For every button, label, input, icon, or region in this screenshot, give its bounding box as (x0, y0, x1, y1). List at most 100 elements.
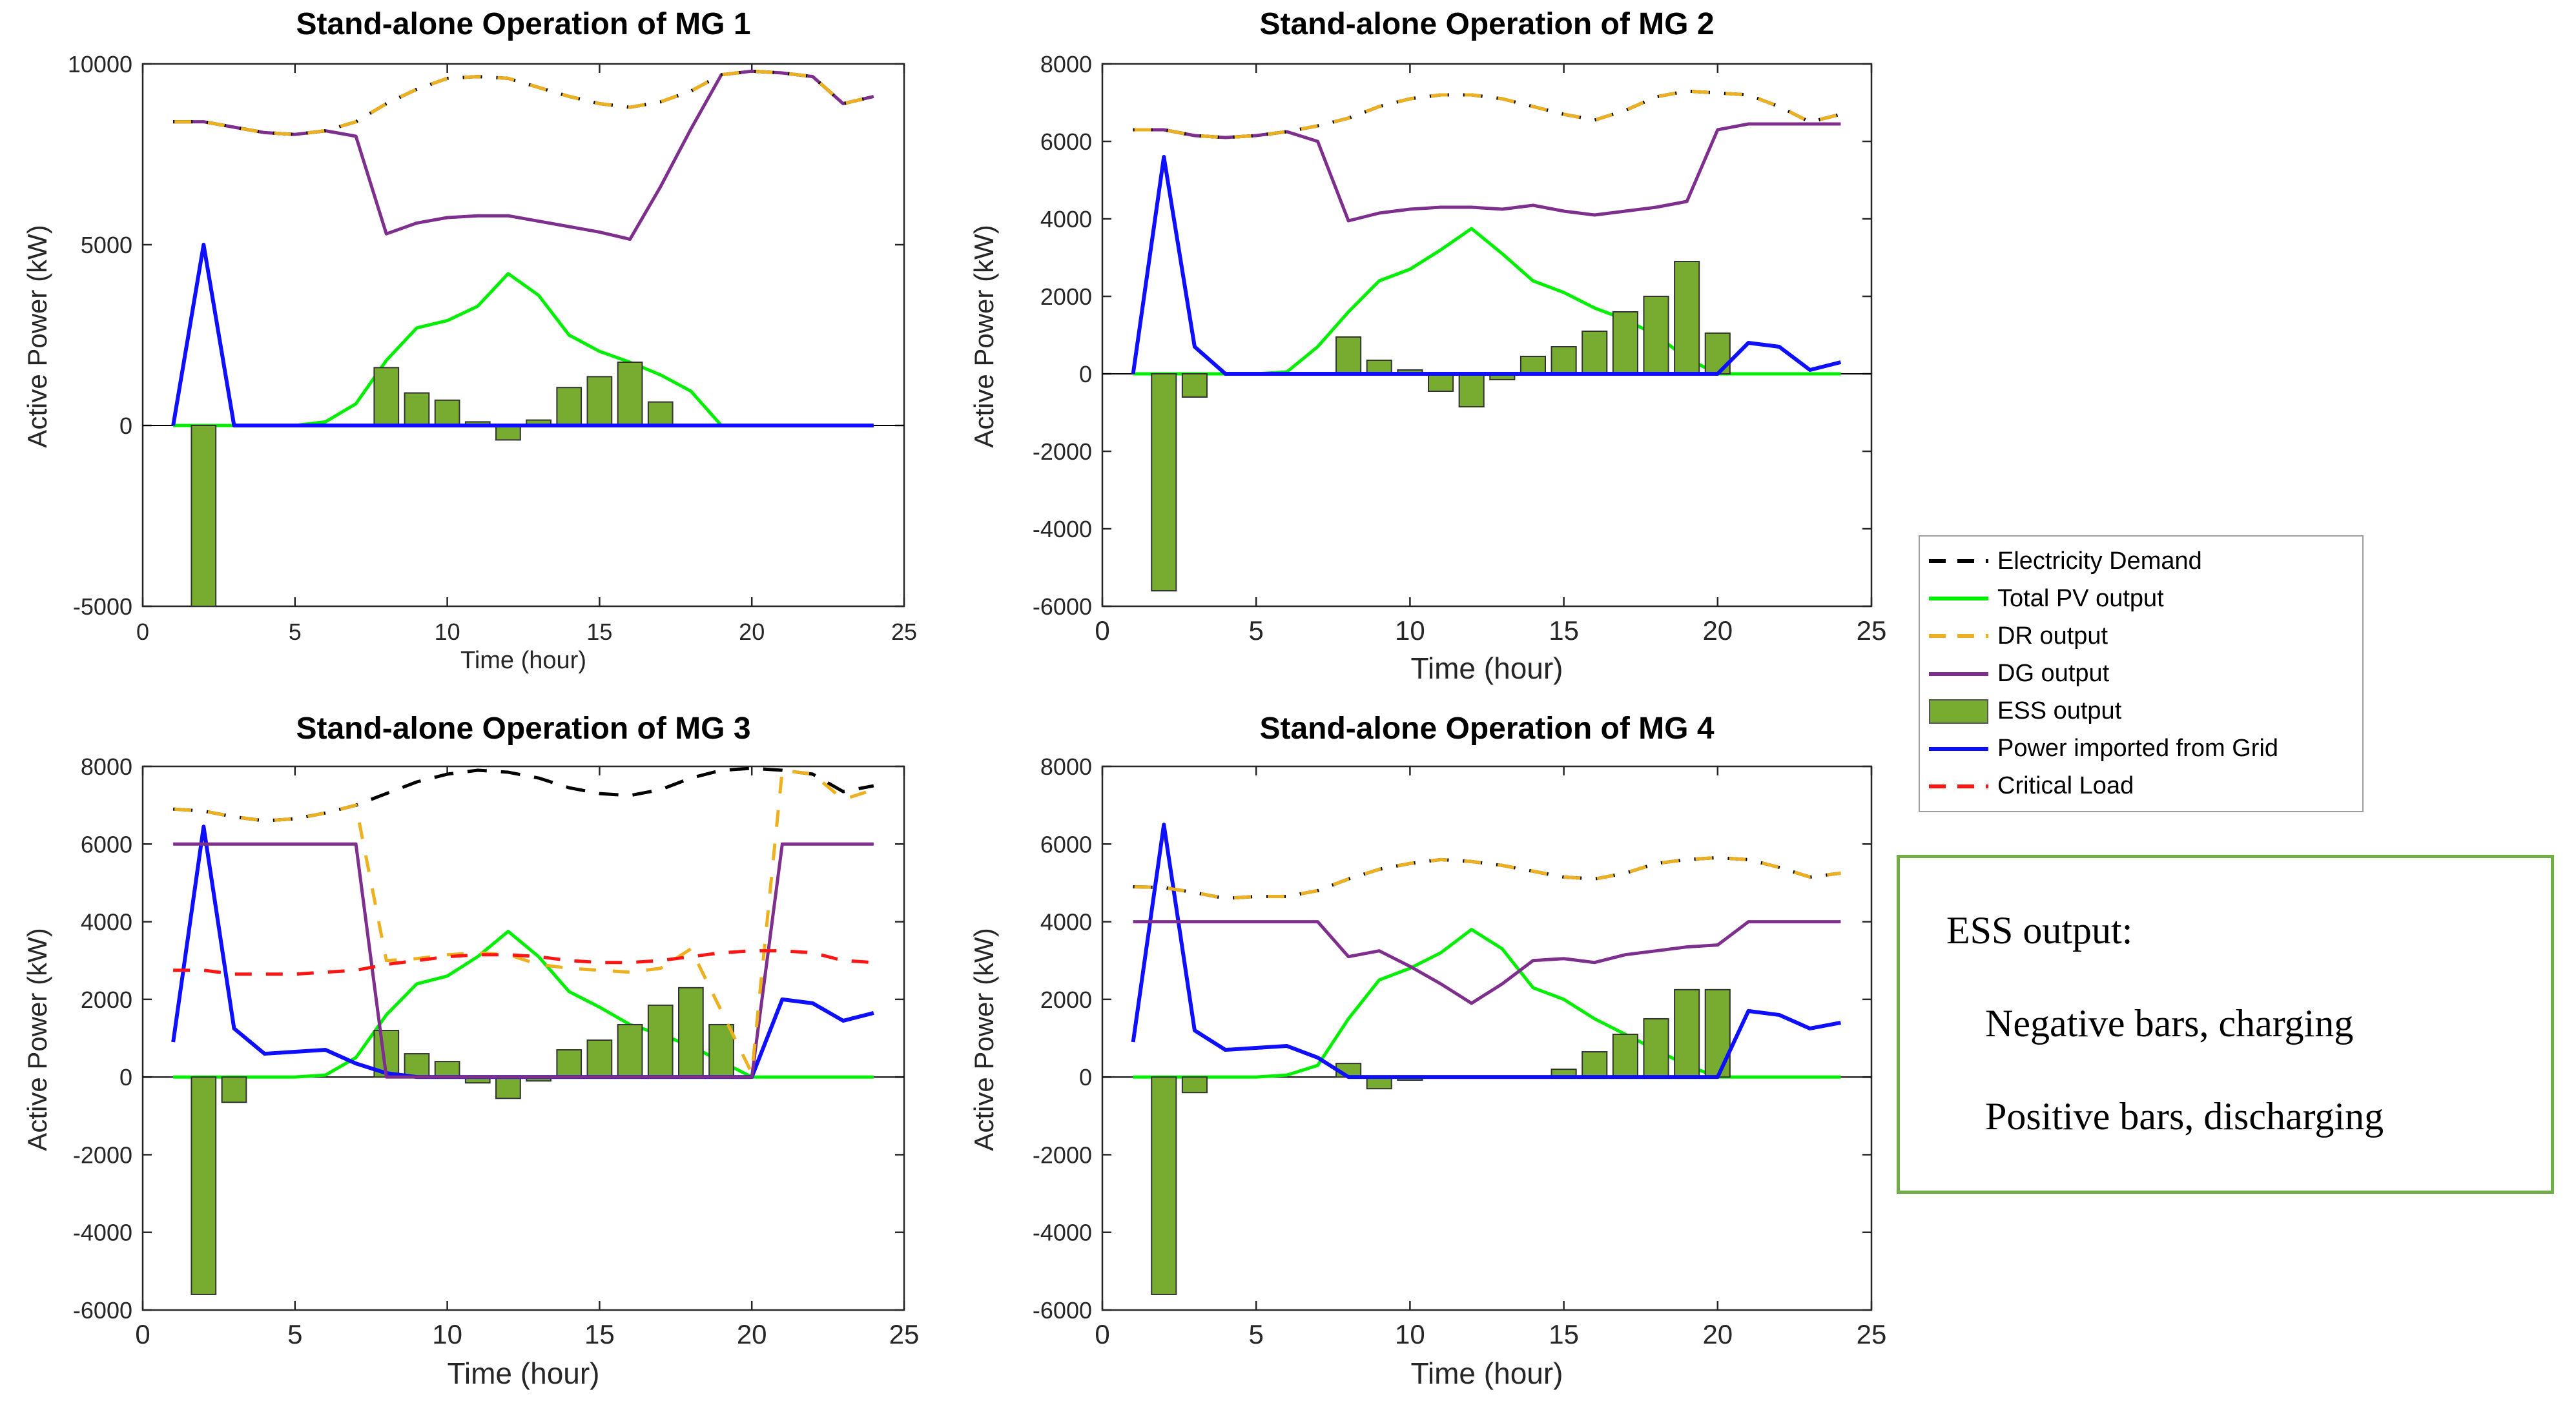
mg4-ess-bar-h16 (1582, 1051, 1608, 1078)
mg3-ess-bar-h14 (556, 1049, 582, 1078)
mg4-ytick-label: -4000 (1033, 1220, 1092, 1246)
mg1-xtick-label: 10 (435, 619, 460, 645)
mg4-demand-line (1133, 855, 1841, 900)
mg1-ytick-label: 10000 (68, 51, 132, 77)
mg2-xtick-label: 15 (1549, 615, 1579, 646)
mg4-ess-bar-h18 (1643, 1018, 1669, 1078)
mg4-ytick-label: 6000 (1040, 831, 1092, 857)
x-axis-label-mg4: Time (hour) (1410, 1357, 1563, 1390)
critical-legend-sample-icon (1929, 784, 1988, 788)
mg4-xtick-label: 10 (1395, 1319, 1425, 1349)
mg1-ess-bar-h9 (404, 392, 430, 426)
mg2-xtick-label: 25 (1857, 615, 1887, 646)
mg3-ess-bar-h18 (678, 987, 704, 1078)
legend-label-dg: DG output (1997, 660, 2110, 687)
legend-item-grid: Power imported from Grid (1929, 732, 2362, 766)
y-axis-label-mg1: Active Power (kW) (22, 225, 52, 448)
mg3-plot-box (141, 765, 905, 1311)
mg3-ytick-label: 2000 (81, 987, 132, 1013)
mg3-dr-line (173, 768, 874, 1075)
ess-note-box: ESS output: Negative bars, charging Posi… (1897, 855, 2554, 1194)
mg3-ytick-label: 6000 (81, 831, 132, 857)
mg4-ytick-label: 4000 (1040, 909, 1092, 936)
mg4-ytick-label: 2000 (1040, 987, 1092, 1013)
mg3-ess-bar-h2 (191, 1076, 217, 1295)
mg2-ess-bar-h19 (1674, 261, 1700, 374)
mg1-plot-box (141, 63, 905, 608)
chart-title-mg1: Stand-alone Operation of MG 1 (296, 7, 751, 41)
legend-label-demand: Electricity Demand (1997, 547, 2202, 575)
legend-item-critical: Critical Load (1929, 770, 2362, 803)
mg4-plot-box (1101, 765, 1873, 1311)
mg4-ess-bar-h3 (1181, 1076, 1208, 1094)
mg3-ytick-label: -2000 (73, 1142, 132, 1168)
mg4-xtick-label: 20 (1702, 1319, 1733, 1349)
chart-title-mg2: Stand-alone Operation of MG 2 (1259, 7, 1715, 41)
mg2-ess-bar-h9 (1366, 360, 1392, 374)
legend-label-dr: DR output (1997, 622, 2108, 650)
mg4-dg-line (1133, 920, 1841, 1005)
mg3-dg-line (173, 842, 874, 1079)
mg2-ess-bar-h17 (1612, 311, 1638, 374)
mg2-ytick-label: -6000 (1033, 593, 1092, 620)
mg3-ess-bar-h3 (221, 1076, 247, 1103)
x-axis-label-mg1: Time (hour) (460, 647, 586, 674)
mg4-xtick-label: 15 (1549, 1319, 1579, 1349)
mg3-critical-load-line (173, 949, 874, 976)
mg1-ess-bar-h14 (556, 387, 582, 427)
mg3-xtick-label: 5 (287, 1319, 302, 1349)
mg4-grid-import-line (1131, 823, 1841, 1080)
mg1-ytick-label: 0 (119, 413, 132, 439)
mg4-ess-bar-h19 (1674, 988, 1700, 1078)
ess-note-discharging: Positive bars, discharging (1985, 1095, 2384, 1138)
mg1-ess-bar-h8 (373, 367, 400, 427)
pv-legend-sample-icon (1929, 597, 1988, 601)
mg3-ess-bar-h16 (617, 1023, 643, 1078)
mg4-ytick-label: -2000 (1033, 1142, 1092, 1168)
mg3-ytick-label: -6000 (73, 1297, 132, 1324)
mg3-ess-bar-h15 (586, 1039, 613, 1078)
mg2-xtick-label: 20 (1702, 615, 1733, 646)
mg2-ess-bar-h3 (1181, 373, 1208, 398)
mg4-ytick-label: 8000 (1040, 753, 1092, 780)
mg1-grid-import-line (171, 243, 874, 427)
mg3-pv-line (173, 930, 874, 1079)
mg3-ess-bar-h12 (495, 1076, 521, 1100)
mg2-ytick-label: -2000 (1033, 438, 1092, 465)
mg2-ytick-label: 2000 (1040, 283, 1092, 310)
mg2-ytick-label: -4000 (1033, 516, 1092, 542)
demand-legend-sample-icon (1929, 559, 1988, 564)
legend-label-pv: Total PV output (1997, 584, 2164, 612)
mg4-ytick-label: 0 (1079, 1064, 1092, 1091)
mg3-xtick-label: 15 (584, 1319, 615, 1349)
mg3-ytick-label: 4000 (81, 909, 132, 936)
x-axis-label-mg3: Time (hour) (447, 1357, 600, 1390)
legend-label-critical: Critical Load (1997, 772, 2134, 800)
mg3-ess-bar-h10 (434, 1061, 460, 1078)
mg3-ytick-label: 8000 (81, 753, 132, 780)
mg2-ess-bar-h16 (1582, 331, 1608, 374)
chart-title-mg3: Stand-alone Operation of MG 3 (296, 712, 751, 746)
mg2-xtick-label: 5 (1249, 615, 1264, 646)
mg4-xtick-label: 25 (1857, 1319, 1887, 1349)
mg1-ess-bar-h17 (647, 401, 674, 426)
legend-label-grid: Power imported from Grid (1997, 735, 2279, 763)
mg3-ess-bar-h19 (708, 1023, 734, 1078)
mg4-ess-bar-h20 (1704, 988, 1731, 1078)
legend-item-dr: DR output (1929, 619, 2362, 653)
mg4-xtick-label: 0 (1095, 1319, 1109, 1349)
ess-note-charging: Negative bars, charging (1985, 1002, 2354, 1045)
mg2-dr-line (1133, 89, 1841, 139)
mg2-xtick-label: 10 (1395, 615, 1425, 646)
grid-legend-sample-icon (1929, 746, 1988, 751)
mg2-ess-bar-h15 (1551, 346, 1577, 374)
mg4-ess-bar-h17 (1612, 1033, 1638, 1078)
chart-title-mg4: Stand-alone Operation of MG 4 (1259, 712, 1715, 746)
ess-legend-sample-icon (1929, 699, 1988, 724)
mg2-ess-bar-h12 (1458, 373, 1485, 407)
mg4-ess-bar-h2 (1151, 1076, 1177, 1295)
mg1-ess-bar-h16 (617, 362, 643, 426)
legend: Electricity Demand Total PV output DR outp… (1919, 535, 2364, 812)
